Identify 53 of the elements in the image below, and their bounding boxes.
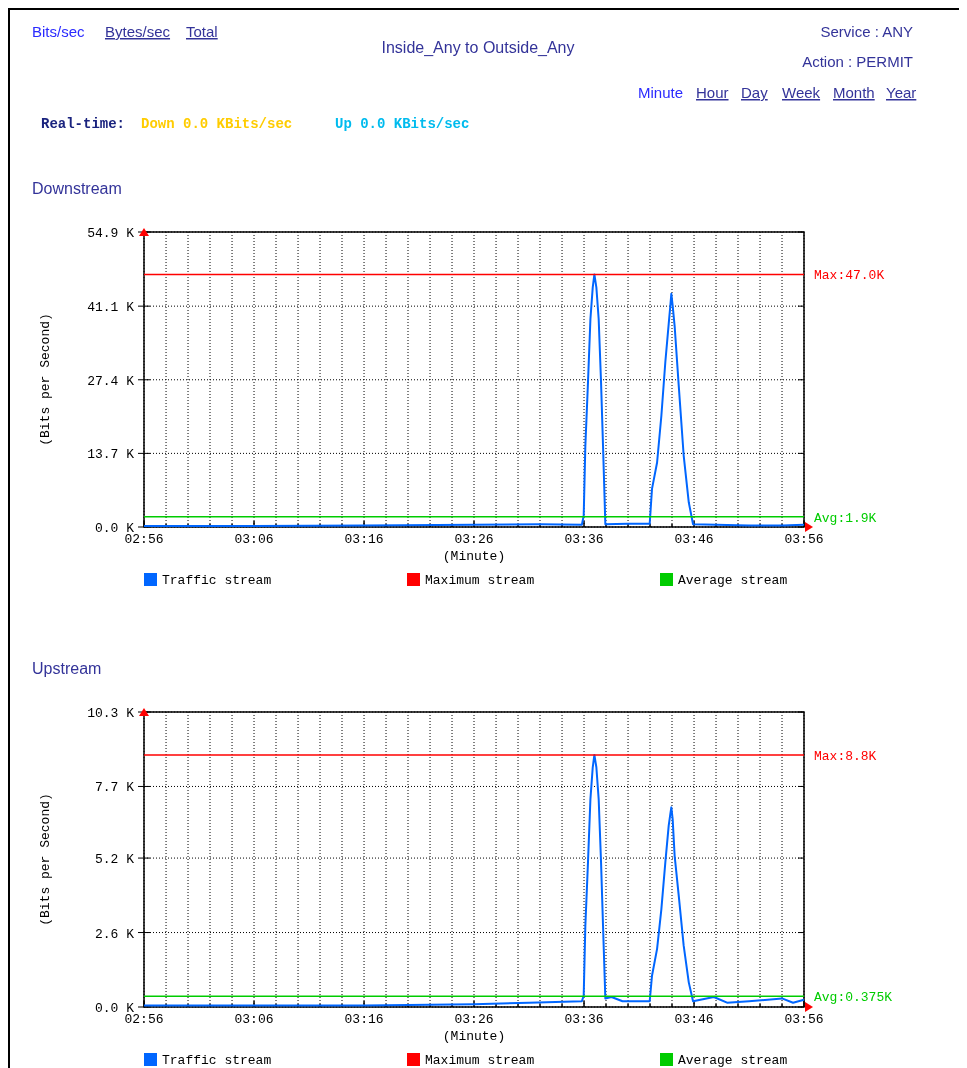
text: Week: [782, 84, 821, 101]
y-tick-label: 13.7 K: [87, 447, 135, 463]
x-tick-label: 03:26: [454, 532, 494, 547]
y-axis-title: (Bits per Second): [38, 793, 53, 926]
text: Month: [833, 84, 875, 101]
text: Bits/sec: [32, 23, 86, 40]
y-tick-label: 10.3 K: [87, 706, 135, 721]
text: Day: [741, 84, 769, 101]
text: Inside_Any to Outside_Any: [381, 39, 575, 57]
x-axis-title: (Minute): [442, 549, 506, 564]
text: Up 0.0 KBits/sec: [335, 116, 470, 132]
legend-label: Maximum stream: [425, 573, 535, 588]
text: Minute: [638, 84, 684, 101]
x-tick-label: 03:46: [674, 532, 714, 547]
x-tick-label: 02:56: [124, 1012, 164, 1027]
x-tick-label: 03:16: [344, 1012, 384, 1027]
x-tick-label: 03:46: [674, 1012, 714, 1027]
x-tick-label: 03:56: [784, 532, 824, 547]
legend-label: Average stream: [678, 1053, 788, 1068]
text: Year: [886, 84, 917, 101]
text: Service : ANY: [820, 23, 913, 40]
y-tick-label: 54.9 K: [87, 226, 135, 241]
text: Real-time:: [41, 116, 126, 132]
chart-title: Upstream: [32, 660, 102, 677]
y-tick-label: 41.1 K: [87, 300, 135, 316]
legend-label: Maximum stream: [425, 1053, 535, 1068]
legend-label: Traffic stream: [162, 573, 272, 588]
text: Max:8.8K: [814, 748, 877, 764]
text: Action : PERMIT: [802, 53, 913, 70]
x-tick-label: 03:56: [784, 1012, 824, 1027]
x-tick-label: 03:16: [344, 532, 384, 547]
x-tick-label: 02:56: [124, 532, 164, 547]
text: Down 0.0 KBits/sec: [141, 116, 293, 132]
text: Max:47.0K: [814, 268, 885, 284]
y-tick-label: 5.2 K: [94, 852, 135, 868]
text: Total: [186, 23, 218, 40]
x-tick-label: 03:26: [454, 1012, 494, 1027]
x-tick-label: 03:36: [564, 532, 604, 547]
text: Hour: [696, 84, 729, 101]
legend-label: Average stream: [678, 573, 788, 588]
x-axis-title: (Minute): [442, 1029, 506, 1044]
text: Avg:1.9K: [814, 510, 877, 526]
text: Avg:0.375K: [814, 990, 893, 1006]
y-axis-title: (Bits per Second): [38, 313, 53, 446]
y-tick-label: 27.4 K: [87, 373, 135, 389]
x-tick-label: 03:06: [234, 532, 274, 547]
x-tick-label: 03:06: [234, 1012, 274, 1027]
chart-title: Downstream: [32, 180, 122, 197]
x-tick-label: 03:36: [564, 1012, 604, 1027]
text: Bytes/sec: [105, 23, 171, 40]
y-tick-label: 2.6 K: [94, 926, 135, 942]
legend-label: Traffic stream: [162, 1053, 272, 1068]
y-tick-label: 7.7 K: [94, 780, 135, 796]
